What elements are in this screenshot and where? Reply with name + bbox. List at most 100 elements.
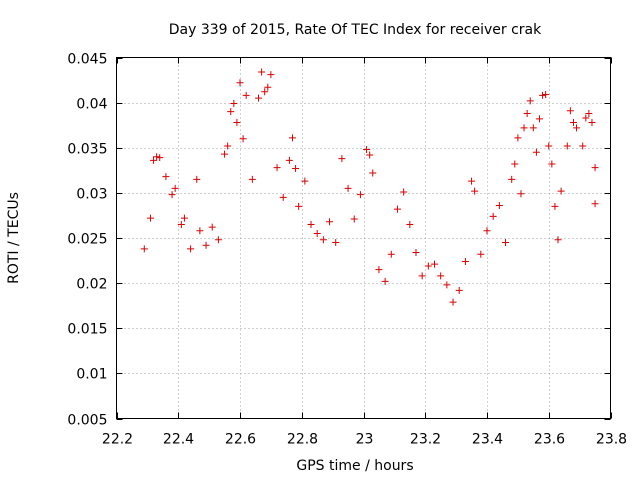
- data-point: [288, 134, 296, 142]
- data-point: [171, 184, 179, 192]
- data-point: [455, 286, 463, 294]
- data-point: [387, 250, 395, 258]
- data-point: [248, 175, 256, 183]
- data-point: [566, 107, 574, 115]
- data-point: [242, 91, 250, 99]
- data-point: [431, 260, 439, 268]
- data-point: [214, 236, 222, 244]
- data-point: [285, 156, 293, 164]
- y-axis-label: ROTI / TECUs: [6, 192, 22, 284]
- data-point: [140, 245, 148, 253]
- data-point: [375, 266, 383, 274]
- data-point: [520, 124, 528, 132]
- data-point: [461, 257, 469, 265]
- data-point: [523, 109, 531, 117]
- data-point: [313, 229, 321, 237]
- data-point: [569, 118, 577, 126]
- data-point: [591, 164, 599, 172]
- data-point: [356, 191, 364, 199]
- data-points: [140, 68, 599, 306]
- x-tick-label: 23.6: [534, 432, 565, 448]
- data-point: [424, 262, 432, 270]
- data-point: [168, 191, 176, 199]
- y-tick-label: 0.015: [67, 322, 107, 338]
- data-point: [412, 248, 420, 256]
- data-point: [258, 68, 266, 76]
- data-point: [326, 218, 334, 226]
- data-point: [363, 146, 371, 154]
- data-point: [208, 223, 216, 231]
- data-point: [483, 227, 491, 235]
- data-point: [264, 83, 272, 91]
- data-point: [196, 227, 204, 235]
- data-point: [418, 272, 426, 280]
- x-tick-label: 23.2: [410, 432, 441, 448]
- data-point: [548, 160, 556, 168]
- data-point: [406, 220, 414, 228]
- y-tick-label: 0.02: [76, 277, 107, 293]
- data-point: [591, 200, 599, 208]
- data-point: [526, 97, 534, 105]
- data-point: [535, 115, 543, 123]
- x-axis-label: GPS time / hours: [296, 458, 413, 474]
- data-point: [162, 173, 170, 181]
- data-point: [221, 150, 229, 158]
- y-tick-label: 0.04: [76, 97, 107, 113]
- data-point: [393, 205, 401, 213]
- data-point: [338, 155, 346, 163]
- x-tick-label: 23.8: [596, 432, 627, 448]
- chart-title: Day 339 of 2015, Rate Of TEC Index for r…: [169, 22, 542, 38]
- y-tick-label: 0.005: [67, 413, 107, 429]
- data-point: [468, 177, 476, 185]
- x-tick-labels: 22.2 22.4 22.6 22.8 23 23.2 23.4 23.6 23.8: [102, 432, 627, 448]
- grid-lines: [116, 57, 611, 419]
- data-point: [267, 71, 275, 79]
- data-point: [532, 148, 540, 156]
- data-point: [529, 124, 537, 132]
- data-point: [236, 79, 244, 87]
- data-point: [319, 236, 327, 244]
- data-point: [400, 188, 408, 196]
- data-point: [332, 239, 340, 247]
- data-point: [517, 190, 525, 198]
- data-point: [551, 202, 559, 210]
- data-point: [279, 193, 287, 201]
- data-point: [539, 91, 547, 99]
- data-point: [545, 142, 553, 150]
- data-point: [542, 91, 550, 99]
- data-point: [193, 175, 201, 183]
- y-tick-label: 0.03: [76, 187, 107, 203]
- data-point: [180, 214, 188, 222]
- data-point: [295, 202, 303, 210]
- x-tick-label: 23: [356, 432, 374, 448]
- data-point: [292, 165, 300, 173]
- data-point: [301, 177, 309, 185]
- data-point: [477, 250, 485, 258]
- data-point: [307, 220, 315, 228]
- data-point: [582, 114, 590, 122]
- data-point: [177, 220, 185, 228]
- data-point: [187, 245, 195, 253]
- data-point: [153, 153, 161, 161]
- data-point: [224, 142, 232, 150]
- data-point: [156, 154, 164, 162]
- data-point: [557, 187, 565, 195]
- y-tick-labels: 0.005 0.01 0.015 0.02 0.025 0.03 0.035 0.04 0.04…: [67, 52, 107, 429]
- data-point: [344, 184, 352, 192]
- y-tick-label: 0.045: [67, 52, 107, 68]
- data-point: [273, 164, 281, 172]
- data-point: [508, 175, 516, 183]
- y-tick-label: 0.035: [67, 142, 107, 158]
- data-point: [502, 239, 510, 247]
- data-point: [579, 142, 587, 150]
- data-point: [511, 160, 519, 168]
- data-point: [381, 277, 389, 285]
- y-tick-label: 0.01: [76, 367, 107, 383]
- data-point: [227, 108, 235, 116]
- data-point: [563, 142, 571, 150]
- data-point: [369, 169, 377, 177]
- x-tick-label: 22.6: [225, 432, 256, 448]
- data-point: [489, 212, 497, 220]
